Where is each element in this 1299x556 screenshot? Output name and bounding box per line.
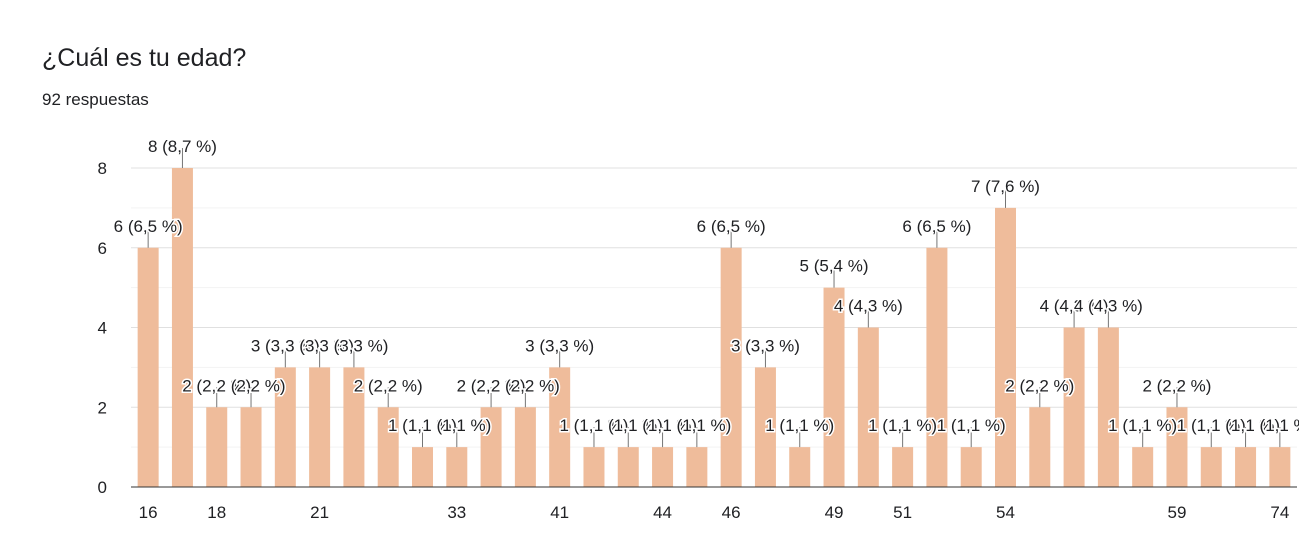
x-tick-label: 59	[1168, 503, 1187, 522]
x-tick-label: 46	[722, 503, 741, 522]
data-label: 2 (2,2 %)	[1142, 376, 1211, 395]
bar-45	[686, 447, 708, 487]
bar-19	[240, 407, 262, 487]
y-tick-label: 6	[98, 239, 107, 258]
x-tick-label: 21	[310, 503, 329, 522]
x-tick-label: 51	[893, 503, 912, 522]
x-tick-label: 33	[447, 503, 466, 522]
x-tick-label: 44	[653, 503, 672, 522]
y-tick-label: 0	[98, 478, 107, 497]
chart-data-labels: 6 (6,5 %)8 (8,7 %)2 (2,2 %)2 (2,2 %)3 (3…	[112, 136, 1299, 448]
bar-54	[995, 207, 1016, 487]
x-tick-label: 54	[996, 503, 1015, 522]
data-label: 4 (4,3 %)	[1040, 297, 1109, 316]
data-label: 4 (4,3 %)	[1074, 297, 1143, 316]
bar-17	[171, 168, 193, 487]
data-label: 1 (1,1 %)	[662, 416, 731, 435]
data-label: 4 (4,3 %)	[834, 297, 903, 316]
bar-49	[823, 287, 845, 487]
bar-51	[892, 447, 914, 487]
bar-40	[514, 407, 536, 487]
bar-50	[857, 327, 879, 487]
data-label: 1 (1,1 %)	[559, 416, 628, 435]
bar-43	[617, 447, 639, 487]
data-label: 3 (3,3 %)	[731, 336, 800, 355]
data-label: 6 (6,5 %)	[697, 217, 766, 236]
data-label: 1 (1,1 %)	[765, 416, 834, 435]
y-tick-label: 8	[98, 159, 107, 178]
bar-41	[549, 367, 571, 487]
data-label: 1 (1,1 %)	[937, 416, 1006, 435]
bar-22	[343, 367, 365, 487]
bar-16	[137, 247, 159, 487]
x-tick-label: 16	[139, 503, 158, 522]
bar-24	[412, 447, 433, 487]
bar-53	[960, 447, 982, 487]
data-label: 8 (8,7 %)	[148, 137, 217, 156]
data-label: 2 (2,2 %)	[354, 376, 423, 395]
bar-42	[583, 447, 605, 487]
data-label: 7 (7,6 %)	[971, 177, 1040, 196]
data-label: 3 (3,3 %)	[285, 336, 354, 355]
x-tick-label: 74	[1270, 503, 1289, 522]
data-label: 1 (1,1 %)	[1245, 416, 1299, 435]
bar-58	[1132, 447, 1154, 487]
data-label: 1 (1,1 %)	[868, 416, 937, 435]
bar-56	[1063, 327, 1085, 487]
y-tick-label: 2	[98, 398, 107, 417]
data-label: 1 (1,1 %)	[594, 416, 663, 435]
data-label: 3 (3,3 %)	[525, 336, 594, 355]
data-label: 1 (1,1 %)	[1108, 416, 1177, 435]
bar-18	[206, 407, 228, 487]
bar-21	[309, 367, 331, 487]
bar-34	[480, 407, 502, 487]
bar-57	[1097, 327, 1119, 487]
bar-59	[1166, 407, 1188, 487]
bar-74	[1269, 447, 1291, 487]
data-label: 3 (3,3 %)	[319, 336, 388, 355]
data-label: 2 (2,2 %)	[182, 376, 251, 395]
data-label: 2 (2,2 %)	[217, 376, 286, 395]
bar-47	[754, 367, 776, 487]
data-label: 1 (1,1 %)	[628, 416, 697, 435]
data-label: 2 (2,2 %)	[491, 376, 560, 395]
data-label: 5 (5,4 %)	[800, 257, 869, 276]
data-label: 6 (6,5 %)	[902, 217, 971, 236]
x-tick-label: 18	[207, 503, 226, 522]
data-label: 3 (3,3 %)	[251, 336, 320, 355]
bar-52	[926, 247, 948, 487]
data-label: 6 (6,5 %)	[114, 217, 183, 236]
data-label: 2 (2,2 %)	[457, 376, 526, 395]
bar-44	[652, 447, 674, 487]
x-tick-label: 49	[825, 503, 844, 522]
bar-46	[720, 247, 742, 487]
x-tick-label: 41	[550, 503, 569, 522]
chart-bars	[137, 168, 1291, 487]
data-label: 2 (2,2 %)	[1005, 376, 1074, 395]
bar-48	[789, 447, 811, 487]
page-title: ¿Cuál es tu edad?	[42, 44, 247, 72]
data-label: 1 (1,1 %)	[388, 416, 457, 435]
bar-60	[1200, 447, 1222, 487]
y-tick-label: 4	[98, 319, 107, 338]
data-label: 1 (1,1 %)	[1211, 416, 1280, 435]
bar-20	[274, 367, 296, 487]
bar-33	[446, 447, 468, 487]
bar-55	[1029, 407, 1051, 487]
data-label: 1 (1,1 %)	[1177, 416, 1246, 435]
data-label: 1 (1,1 %)	[422, 416, 491, 435]
response-count: 92 respuestas	[42, 90, 149, 109]
bar-70	[1235, 447, 1257, 487]
bar-23	[377, 407, 399, 487]
